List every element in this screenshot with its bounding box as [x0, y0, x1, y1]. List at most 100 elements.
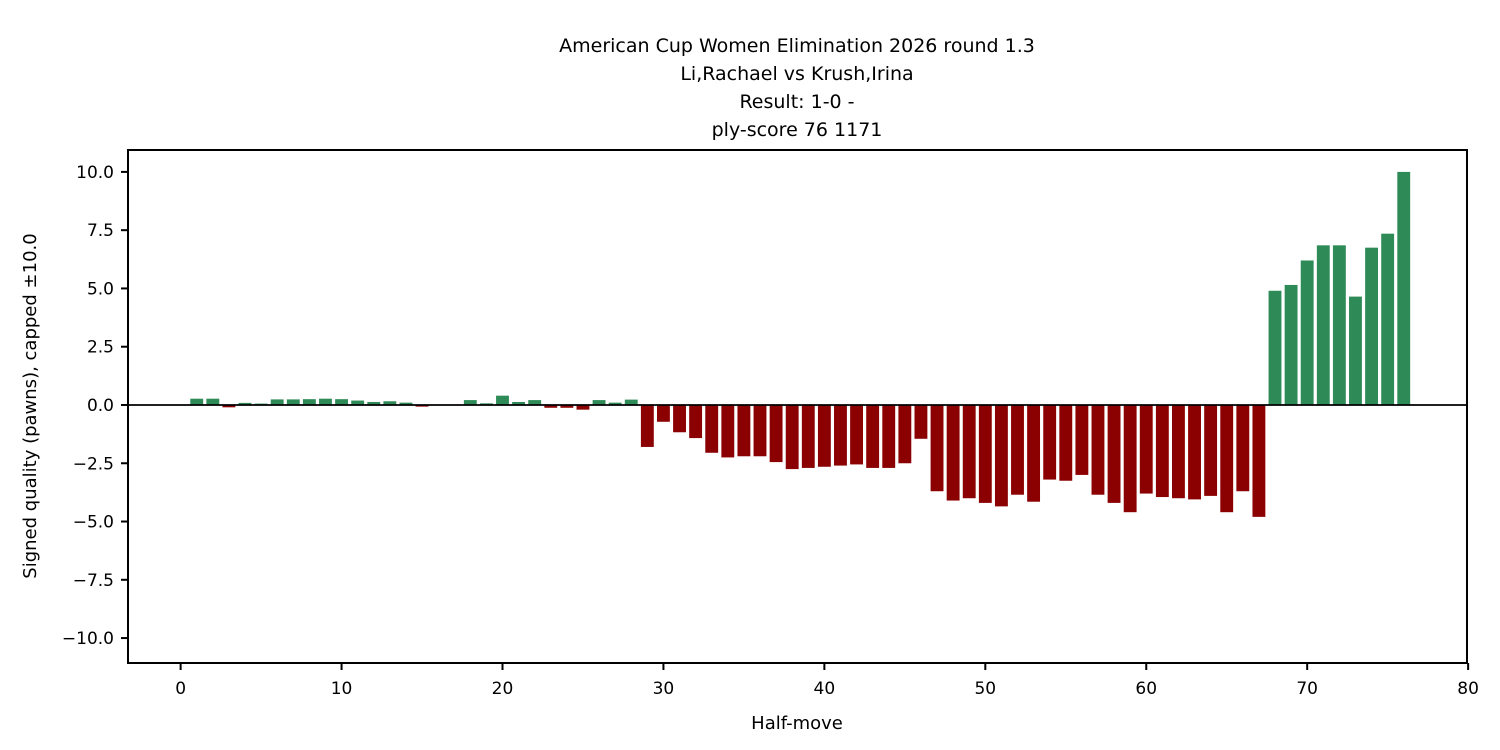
bar — [576, 404, 590, 410]
bar — [1349, 296, 1362, 405]
bar — [1316, 245, 1330, 405]
bar — [1172, 404, 1185, 499]
bar — [962, 404, 976, 499]
bar — [657, 404, 670, 422]
y-tick-label: 2.5 — [87, 338, 114, 358]
bar — [351, 400, 365, 405]
bar — [801, 404, 815, 468]
bar — [673, 404, 686, 433]
bar — [834, 404, 847, 466]
bar — [624, 399, 638, 405]
bar — [850, 404, 863, 465]
bar — [286, 399, 300, 405]
bar — [978, 404, 992, 503]
plot-frame — [127, 149, 1468, 664]
bars-group — [190, 171, 1411, 517]
bar — [1236, 404, 1250, 492]
bar — [898, 404, 912, 464]
bar — [399, 402, 413, 405]
bar — [1204, 404, 1218, 496]
bar — [1188, 404, 1201, 500]
y-axis-ticks: 10.0 7.5 5.0 2.5 0.0 −2.5 −5.0 −7.5 −10.0 — [62, 163, 128, 649]
x-tick-label: 20 — [492, 679, 514, 699]
bar — [737, 404, 751, 457]
bar — [914, 404, 928, 439]
x-axis-ticks: 0 10 20 30 40 50 60 70 80 — [175, 663, 1479, 699]
figure-title-line-3: Result: 1-0 - — [739, 91, 854, 113]
bar — [1043, 404, 1057, 480]
bar — [1220, 404, 1234, 513]
bar — [882, 404, 896, 468]
x-tick-label: 60 — [1135, 679, 1157, 699]
x-tick-label: 30 — [653, 679, 675, 699]
bar — [270, 399, 284, 405]
bar — [753, 404, 767, 457]
x-tick-label: 0 — [175, 679, 186, 699]
bar — [769, 404, 783, 463]
y-tick-label: 0.0 — [87, 396, 114, 416]
bar — [1139, 404, 1153, 494]
bar — [866, 404, 880, 468]
bar — [1332, 245, 1346, 405]
y-axis-label: Signed quality (pawns), capped ±10.0 — [20, 233, 41, 578]
bar — [544, 404, 558, 408]
bar — [206, 398, 220, 405]
bar — [1252, 404, 1266, 517]
bar — [817, 404, 831, 467]
bar — [689, 404, 703, 439]
bar — [222, 404, 236, 408]
x-axis-label: Half-move — [751, 713, 843, 734]
bar — [463, 400, 477, 405]
bar — [1268, 290, 1282, 405]
bar — [319, 398, 332, 405]
bar — [302, 399, 316, 405]
bar — [705, 404, 719, 453]
x-tick-label: 80 — [1457, 679, 1479, 699]
bar — [592, 400, 606, 405]
bar — [1300, 260, 1314, 405]
x-tick-label: 70 — [1296, 679, 1318, 699]
bar — [1284, 284, 1298, 405]
bar — [560, 404, 574, 408]
bar — [785, 404, 799, 470]
figure-title-line-1: American Cup Women Elimination 2026 roun… — [559, 35, 1035, 57]
figure-title-line-4: ply-score 76 1171 — [712, 119, 883, 141]
bar — [1059, 404, 1073, 481]
bar — [1123, 404, 1137, 513]
bar — [1091, 404, 1105, 495]
bar — [608, 402, 622, 405]
bar — [496, 395, 509, 405]
bar — [528, 400, 542, 405]
y-tick-label: −7.5 — [73, 571, 114, 591]
bar — [994, 404, 1008, 507]
bar — [1027, 404, 1041, 502]
y-tick-label: −10.0 — [62, 629, 114, 649]
bar — [367, 401, 381, 405]
y-tick-label: −2.5 — [73, 454, 114, 474]
bar — [1011, 404, 1024, 495]
bar — [190, 398, 204, 405]
bar — [930, 404, 944, 492]
x-tick-label: 40 — [814, 679, 836, 699]
bar — [946, 404, 960, 501]
y-tick-label: −5.0 — [73, 513, 114, 533]
bar — [640, 404, 654, 447]
bar — [512, 401, 526, 405]
bar — [1155, 404, 1169, 498]
bar — [1397, 171, 1411, 405]
bar — [238, 402, 252, 405]
bar — [1365, 247, 1378, 405]
bar — [1075, 404, 1089, 475]
bar — [335, 399, 348, 405]
x-tick-label: 10 — [331, 679, 353, 699]
x-tick-label: 50 — [974, 679, 996, 699]
y-tick-label: 5.0 — [87, 279, 114, 299]
figure-title-line-2: Li,Rachael vs Krush,Irina — [680, 63, 913, 85]
bar — [1107, 404, 1121, 503]
bar — [383, 401, 397, 405]
bar — [1381, 233, 1395, 405]
bar — [721, 404, 735, 458]
y-tick-label: 10.0 — [76, 163, 114, 183]
